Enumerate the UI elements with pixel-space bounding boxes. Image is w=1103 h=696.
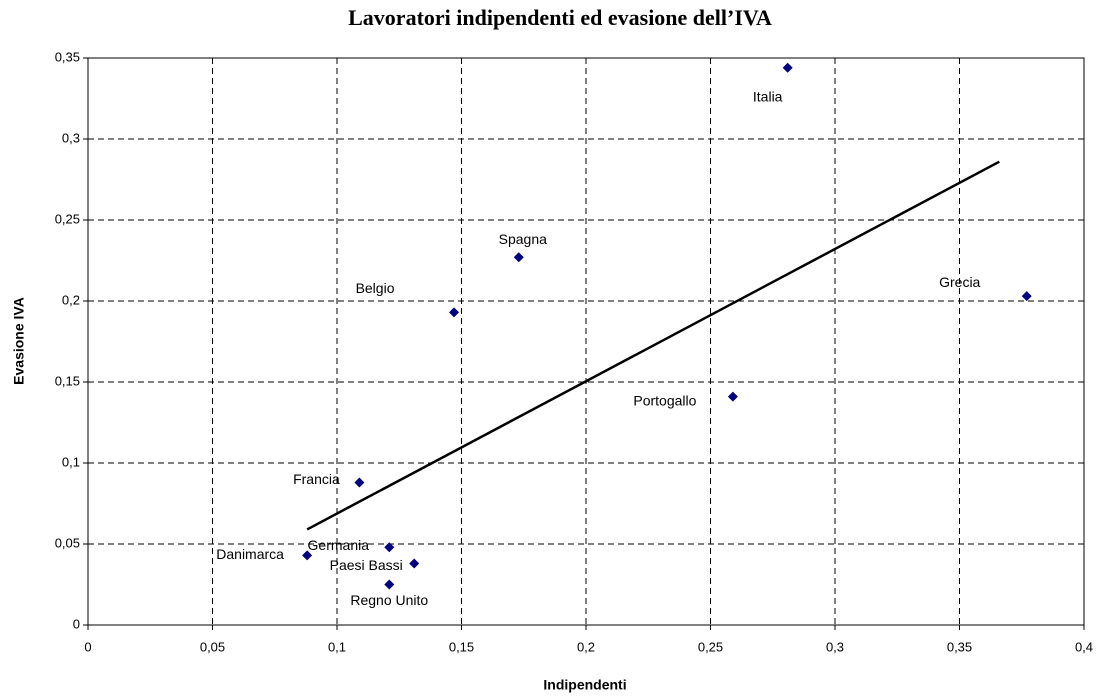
point-label: Italia [753, 88, 783, 104]
point [727, 391, 738, 402]
x-tick-label: 0,4 [1075, 639, 1093, 654]
point-label: Portogallo [633, 392, 696, 408]
y-tick-label: 0,25 [55, 211, 80, 226]
point [384, 579, 395, 590]
x-tick-label: 0 [84, 639, 91, 654]
point-label: Francia [293, 471, 340, 487]
x-tick-label: 0,15 [449, 639, 474, 654]
point-label: Regno Unito [350, 592, 428, 608]
x-tick-label: 0,25 [698, 639, 723, 654]
point-label: Grecia [939, 274, 980, 290]
point [1021, 291, 1032, 302]
point [782, 62, 793, 73]
x-tick-label: 0,1 [328, 639, 346, 654]
point [409, 558, 420, 569]
point-label: Belgio [356, 280, 395, 296]
chart-title: Lavoratori indipendenti ed evasione dell… [348, 5, 772, 30]
x-axis-label: Indipendenti [543, 677, 626, 693]
x-tick-label: 0,2 [577, 639, 595, 654]
point-label: Germania [308, 537, 370, 553]
point-label: Danimarca [216, 546, 284, 562]
x-tick-label: 0,35 [947, 639, 972, 654]
point-label: Spagna [499, 231, 547, 247]
x-tick-label: 0,05 [200, 639, 225, 654]
y-tick-label: 0,1 [62, 454, 80, 469]
x-tick-label: 0,3 [826, 639, 844, 654]
plot-border [87, 57, 1085, 626]
y-tick-label: 0,05 [55, 535, 80, 550]
y-tick-label: 0 [73, 616, 80, 631]
y-tick-label: 0,35 [55, 49, 80, 64]
point [302, 550, 313, 561]
point [513, 252, 524, 263]
point-label: Paesi Bassi [330, 557, 403, 573]
trendline [306, 160, 1000, 531]
point [354, 477, 365, 488]
y-tick-label: 0,15 [55, 373, 80, 388]
y-tick-label: 0,2 [62, 292, 80, 307]
y-tick-label: 0,3 [62, 130, 80, 145]
point [449, 307, 460, 318]
y-axis-label: Evasione IVA [11, 297, 27, 385]
point [384, 542, 395, 553]
